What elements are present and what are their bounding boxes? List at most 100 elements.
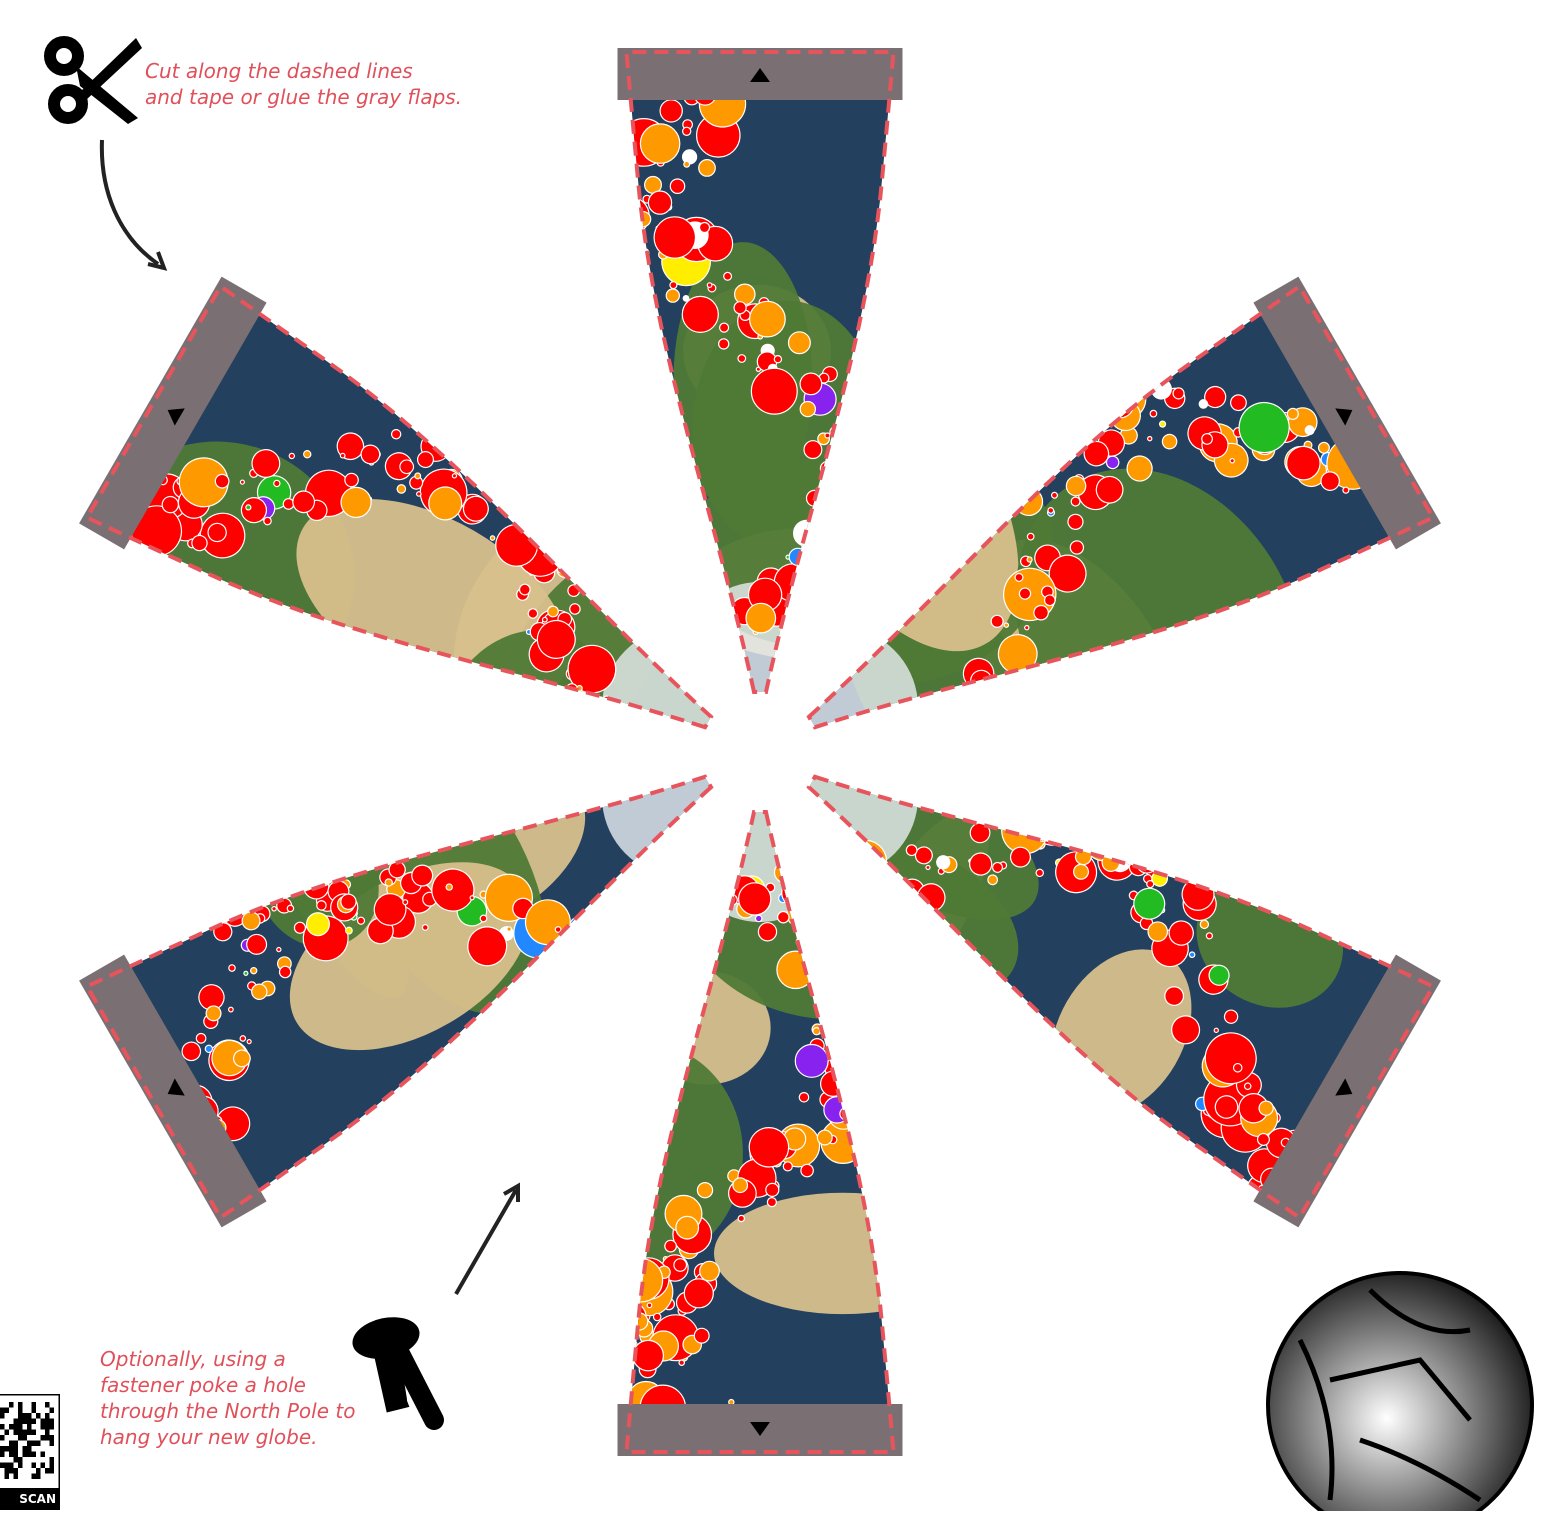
quake-marker [211,1039,248,1077]
quake-marker [1198,399,1209,409]
quake-marker [821,545,829,553]
quake-marker [874,492,884,503]
quake-marker [1161,433,1178,450]
quake-marker [854,935,861,942]
quake-marker [843,437,861,455]
quake-marker [603,934,626,957]
quake-marker [1026,556,1033,563]
quake-marker [773,355,783,364]
quake-marker [1074,826,1096,847]
quake-marker [745,602,777,634]
quake-marker [1069,540,1085,555]
quake-marker [263,516,272,526]
cut-line [806,774,1436,1221]
quake-marker [999,683,1007,690]
quake-marker [824,432,831,439]
quake-marker [925,864,931,871]
quake-marker [1023,693,1029,699]
quake-marker [1105,455,1120,470]
quake-marker [867,468,882,483]
quake-marker [567,959,608,1000]
quake-marker [842,550,858,566]
quake-marker [799,567,826,594]
quake-marker [360,444,381,465]
quake-marker [668,934,682,949]
quake-marker [1149,808,1161,820]
quake-marker [570,733,582,746]
quake-marker [754,914,763,923]
quake-marker [675,1215,700,1240]
quake-marker [815,920,822,927]
quake-marker [960,777,969,787]
quake-marker [431,868,475,912]
quake-marker [243,970,249,976]
quake-marker [830,441,851,461]
flap-triangle-icon [167,408,185,426]
quake-marker [665,288,681,303]
quake-marker [416,491,422,497]
quake-marker [842,1057,850,1065]
quake-marker [249,966,258,975]
quake-marker [848,399,862,413]
quake-marker [824,975,839,989]
quake-marker [862,407,888,433]
quake-marker [979,733,986,740]
quake-marker [652,1312,662,1322]
flap-triangle-icon [1335,408,1353,426]
quake-marker [489,535,496,541]
quake-marker [845,858,876,889]
quake-marker [691,882,697,888]
quake-marker [1204,1032,1257,1085]
quake-marker [271,905,277,912]
quake-marker [278,965,292,979]
quake-marker [917,758,927,767]
arrow-icon [147,251,168,271]
quake-marker [1201,433,1213,445]
quake-marker [1070,496,1081,507]
flap-triangle-icon [167,1078,185,1096]
quake-marker [678,878,687,887]
quake-marker [444,442,459,456]
quake-marker [832,1058,863,1089]
quake-marker [1205,932,1213,940]
quake-marker [846,994,887,1035]
quake-marker [659,99,683,123]
quake-marker [813,982,846,1015]
quake-marker [848,488,854,495]
quake-marker [572,928,591,947]
quake-marker [794,1043,829,1078]
quake-marker [430,422,447,439]
quake-marker [658,931,690,963]
quake-marker [832,509,870,547]
quake-marker [1229,458,1235,464]
quake-marker [737,1214,745,1223]
quake-marker [1171,1015,1201,1045]
quake-marker [839,1050,848,1059]
quake-marker [1243,1082,1252,1091]
quake-marker [733,301,747,315]
quake-marker [340,486,372,519]
quake-marker [939,733,952,746]
quake-marker [942,715,975,749]
quake-marker [868,544,880,556]
quake-marker [571,953,585,967]
cut-line [84,774,714,1221]
quake-marker [807,912,816,920]
quake-marker [984,719,1020,756]
quake-marker [1112,817,1119,824]
quake-marker [1232,1062,1243,1073]
quake-marker [518,583,531,596]
quake-marker [288,452,296,460]
quake-marker [825,548,862,585]
quake-marker [228,964,236,972]
quake-marker [477,467,491,481]
quake-marker [853,404,866,417]
quake-marker [891,1048,894,1065]
quake-marker [1019,718,1041,741]
quake-marker [536,619,576,659]
quake-marker [603,933,629,958]
quake-marker [893,883,905,895]
quake-marker [939,733,958,752]
